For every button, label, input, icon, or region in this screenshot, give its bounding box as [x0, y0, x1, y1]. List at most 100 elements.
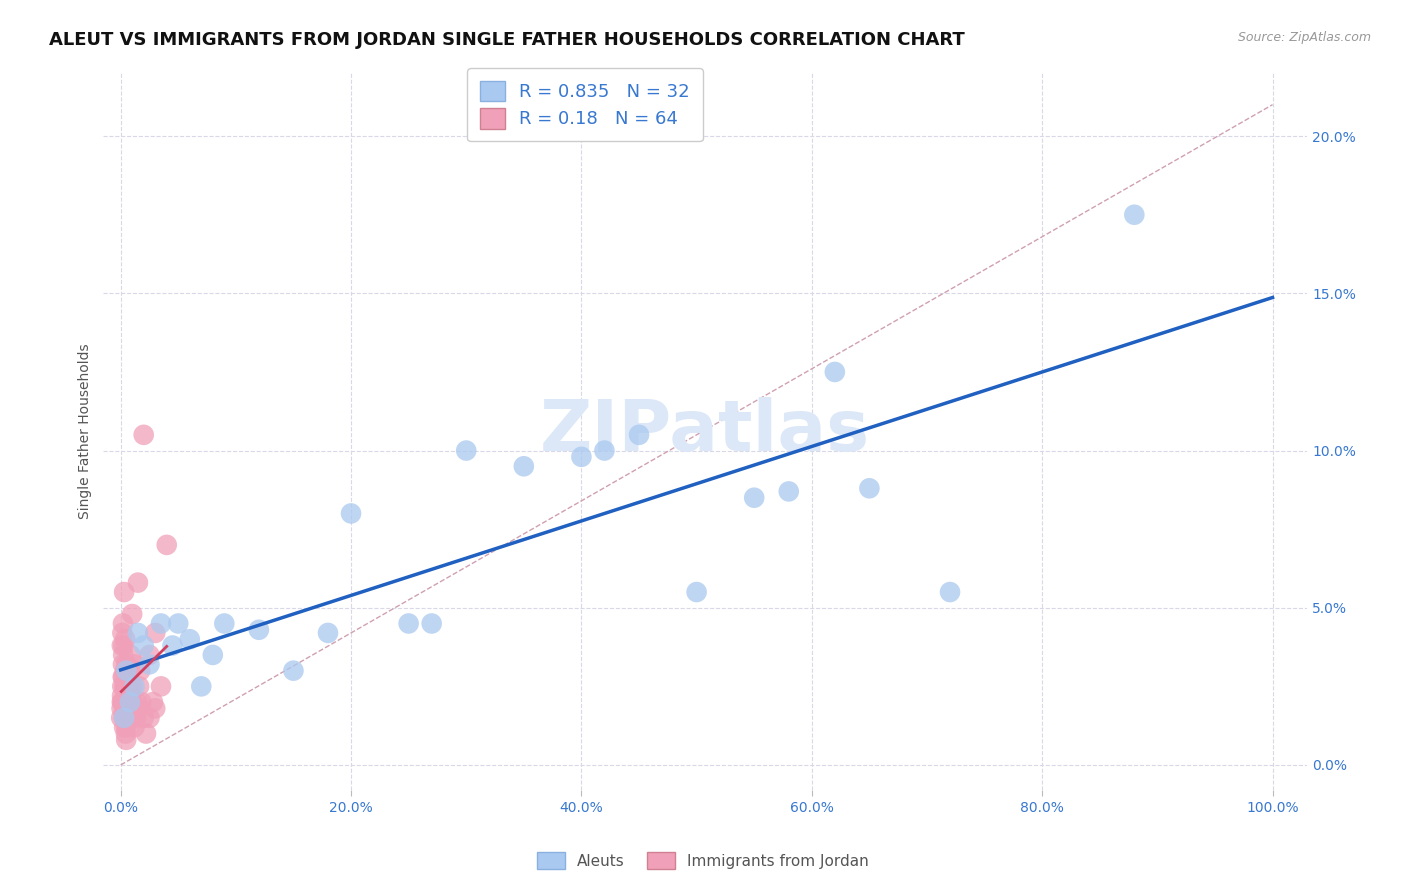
Point — [114, 711, 136, 725]
Point — [138, 657, 160, 672]
Point — [128, 679, 150, 693]
Point — [111, 689, 134, 703]
Y-axis label: Single Father Households: Single Father Households — [79, 344, 93, 519]
Point — [114, 679, 136, 693]
Point — [214, 616, 236, 631]
Point — [124, 711, 146, 725]
Point — [179, 632, 201, 647]
Point — [627, 427, 650, 442]
Point — [115, 720, 138, 734]
Point — [125, 695, 148, 709]
Point — [156, 538, 179, 552]
Point — [115, 664, 138, 678]
Point — [824, 365, 846, 379]
Point — [122, 701, 145, 715]
Point — [142, 695, 165, 709]
Point — [138, 711, 160, 725]
Point — [513, 459, 536, 474]
Point — [456, 443, 478, 458]
Point — [132, 427, 155, 442]
Point — [114, 632, 136, 647]
Point — [118, 664, 141, 678]
Point — [111, 639, 134, 653]
Point — [149, 679, 172, 693]
Legend: R = 0.835   N = 32, R = 0.18   N = 64: R = 0.835 N = 32, R = 0.18 N = 64 — [467, 68, 703, 141]
Point — [111, 695, 134, 709]
Point — [138, 648, 160, 662]
Point — [190, 679, 212, 693]
Point — [110, 701, 132, 715]
Point — [316, 626, 339, 640]
Point — [120, 648, 142, 662]
Point — [112, 585, 135, 599]
Point — [115, 657, 138, 672]
Point — [118, 695, 141, 709]
Point — [121, 607, 143, 621]
Point — [111, 616, 134, 631]
Point — [571, 450, 593, 464]
Point — [118, 711, 141, 725]
Point — [112, 639, 135, 653]
Point — [117, 679, 139, 693]
Point — [124, 657, 146, 672]
Point — [593, 443, 616, 458]
Point — [939, 585, 962, 599]
Point — [778, 484, 800, 499]
Point — [131, 695, 153, 709]
Point — [111, 657, 134, 672]
Point — [112, 711, 135, 725]
Point — [143, 701, 166, 715]
Point — [162, 639, 184, 653]
Point — [110, 711, 132, 725]
Point — [127, 701, 149, 715]
Point — [115, 726, 138, 740]
Point — [420, 616, 443, 631]
Point — [149, 616, 172, 631]
Legend: Aleuts, Immigrants from Jordan: Aleuts, Immigrants from Jordan — [531, 846, 875, 875]
Point — [340, 507, 363, 521]
Point — [132, 711, 155, 725]
Point — [114, 664, 136, 678]
Point — [112, 711, 135, 725]
Point — [858, 481, 880, 495]
Point — [121, 711, 143, 725]
Point — [132, 639, 155, 653]
Text: ALEUT VS IMMIGRANTS FROM JORDAN SINGLE FATHER HOUSEHOLDS CORRELATION CHART: ALEUT VS IMMIGRANTS FROM JORDAN SINGLE F… — [49, 31, 965, 49]
Point — [120, 695, 142, 709]
Point — [124, 720, 146, 734]
Point — [127, 575, 149, 590]
Point — [114, 695, 136, 709]
Point — [398, 616, 420, 631]
Point — [115, 695, 138, 709]
Point — [124, 679, 146, 693]
Point — [143, 626, 166, 640]
Point — [115, 732, 138, 747]
Point — [111, 679, 134, 693]
Text: ZIPatlas: ZIPatlas — [540, 397, 870, 467]
Point — [111, 626, 134, 640]
Point — [117, 670, 139, 684]
Point — [685, 585, 707, 599]
Point — [118, 679, 141, 693]
Point — [112, 695, 135, 709]
Point — [1123, 208, 1146, 222]
Point — [118, 695, 141, 709]
Point — [135, 726, 157, 740]
Point — [112, 720, 135, 734]
Point — [112, 648, 135, 662]
Point — [201, 648, 224, 662]
Point — [127, 626, 149, 640]
Point — [114, 701, 136, 715]
Point — [247, 623, 270, 637]
Point — [121, 679, 143, 693]
Text: Source: ZipAtlas.com: Source: ZipAtlas.com — [1237, 31, 1371, 45]
Point — [112, 679, 135, 693]
Point — [118, 711, 141, 725]
Point — [111, 670, 134, 684]
Point — [742, 491, 765, 505]
Point — [112, 670, 135, 684]
Point — [111, 695, 134, 709]
Point — [167, 616, 190, 631]
Point — [120, 689, 142, 703]
Point — [129, 664, 152, 678]
